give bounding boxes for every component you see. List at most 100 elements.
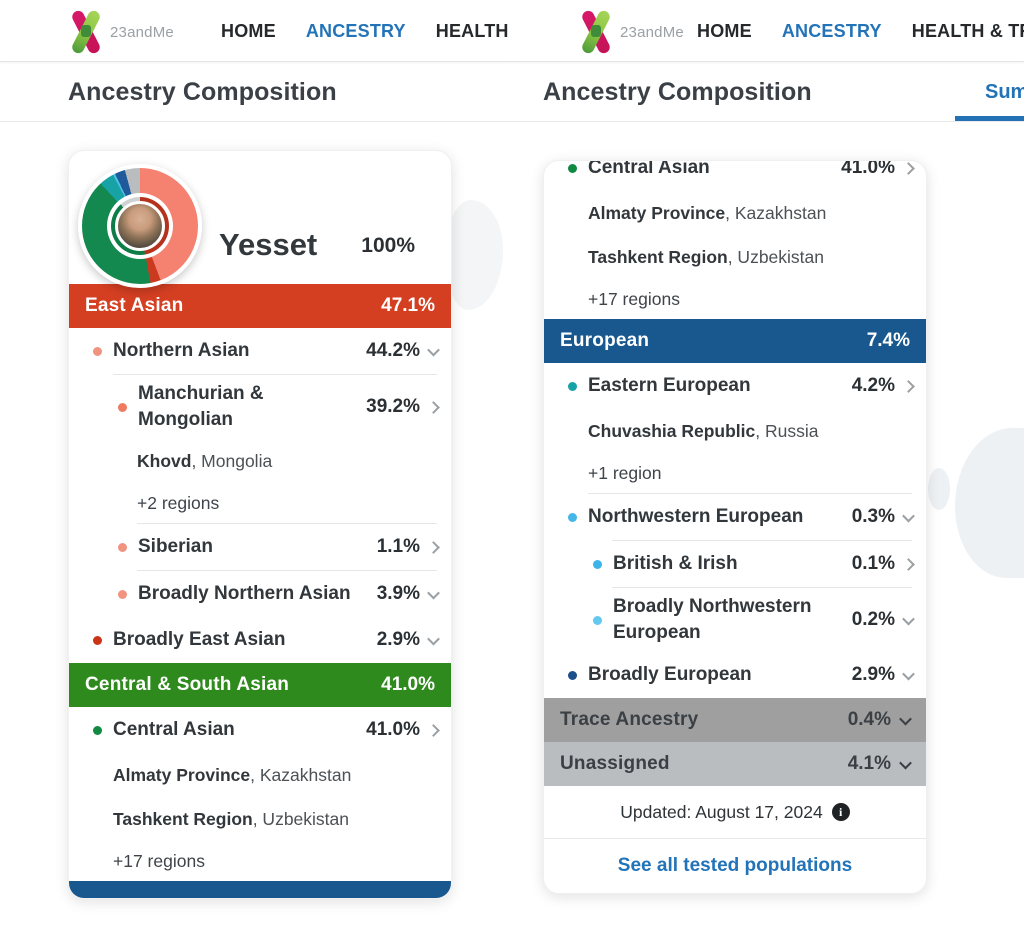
nav-item-ancestry[interactable]: ANCESTRY bbox=[305, 20, 406, 41]
brand-name: 23andMe bbox=[110, 23, 174, 41]
ancestry-card-left: Yesset 100% East Asian 47.1% Northern Asia… bbox=[68, 150, 452, 899]
row-siberian[interactable]: Siberian 1.1% bbox=[69, 524, 451, 570]
chevron-right-icon bbox=[902, 379, 915, 393]
chevron-right-icon bbox=[427, 540, 440, 554]
region-name: Tashkent Region bbox=[588, 246, 728, 267]
tab-summary[interactable]: Summary bbox=[985, 81, 1024, 103]
info-icon[interactable]: i bbox=[831, 803, 850, 821]
title-bar: Ancestry Composition Summary bbox=[512, 62, 1024, 122]
nav-item-health-traits[interactable]: HEALTH & TRAITS bbox=[911, 20, 1024, 41]
row-central-asian[interactable]: Central Asian 41.0% bbox=[69, 707, 451, 753]
banner-east-asian[interactable]: East Asian 47.1% bbox=[69, 284, 451, 328]
row-broadly-northern-asian[interactable]: Broadly Northern Asian 3.9% bbox=[69, 571, 451, 617]
tab-active-underline bbox=[955, 116, 1024, 121]
nav-item-home[interactable]: HOME bbox=[697, 20, 752, 41]
row-percent: 1.1% bbox=[376, 536, 420, 557]
chevron-down-icon bbox=[902, 612, 915, 625]
updated-row: Updated: August 17, 2024 i bbox=[544, 786, 926, 838]
nav-item-ancestry[interactable]: ANCESTRY bbox=[781, 20, 882, 41]
brand-name: 23andMe bbox=[620, 23, 684, 41]
banner-european[interactable]: European 7.4% bbox=[544, 319, 926, 363]
x-chromosome-logo-icon bbox=[574, 8, 618, 56]
row-divider bbox=[612, 587, 912, 588]
banner-label: Central & South Asian bbox=[85, 674, 290, 695]
chevron-down-icon bbox=[427, 586, 440, 599]
card-footer: Updated: August 17, 2024 i See all teste… bbox=[544, 786, 926, 893]
panel-left: 23andMe HOME ANCESTRY HEALTH & TRAITS Ance… bbox=[0, 0, 512, 899]
banner-percent: 7.4% bbox=[866, 330, 910, 351]
x-chromosome-logo-icon bbox=[64, 8, 108, 56]
more-regions: +1 region bbox=[588, 462, 662, 483]
app-header: 23andMe HOME ANCESTRY HEALTH & TRAITS bbox=[512, 0, 1024, 62]
map-background-shape bbox=[445, 200, 503, 310]
population-dot-icon bbox=[93, 635, 102, 645]
nav-item-health-traits[interactable]: HEALTH & TRAITS bbox=[435, 20, 512, 41]
row-label: Central Asian bbox=[113, 719, 235, 741]
banner-label: East Asian bbox=[85, 295, 184, 316]
region-line-chuvashia-republic: Chuvashia Republic, Russia bbox=[544, 409, 926, 453]
row-broadly-east-asian[interactable]: Broadly East Asian 2.9% bbox=[69, 617, 451, 663]
row-divider bbox=[113, 374, 437, 375]
chevron-right-icon bbox=[427, 400, 440, 414]
more-regions: +17 regions bbox=[588, 288, 680, 309]
region-country: , Mongolia bbox=[191, 450, 273, 471]
region-country: , Kazakhstan bbox=[725, 202, 827, 223]
region-name: Khovd bbox=[137, 450, 192, 471]
banner-percent: 0.4% bbox=[847, 709, 891, 730]
chevron-down-icon bbox=[902, 509, 915, 522]
page-title: Ancestry Composition bbox=[543, 78, 812, 106]
row-percent: 41.0% bbox=[366, 719, 420, 740]
population-dot-icon bbox=[593, 615, 602, 625]
row-manchurian-mongolian[interactable]: Manchurian & Mongolian 39.2% bbox=[69, 375, 451, 439]
banner-percent: 47.1% bbox=[381, 295, 435, 316]
row-percent: 44.2% bbox=[366, 340, 420, 361]
banner-percent: 4.1% bbox=[847, 753, 891, 774]
profile-total-percent: 100% bbox=[361, 234, 415, 257]
brand-logo[interactable]: 23andMe bbox=[64, 8, 174, 56]
row-divider bbox=[612, 540, 912, 541]
row-label: Northwestern European bbox=[588, 506, 804, 528]
banner-unassigned[interactable]: Unassigned 4.1% bbox=[544, 742, 926, 786]
map-background-shape bbox=[928, 468, 950, 510]
row-central-asian[interactable]: Central Asian 41.0% bbox=[544, 161, 926, 191]
row-label: Manchurian & Mongolian bbox=[138, 383, 264, 430]
row-broadly-european[interactable]: Broadly European 2.9% bbox=[544, 652, 926, 698]
row-label: Broadly Northwestern European bbox=[613, 596, 812, 643]
population-dot-icon bbox=[93, 725, 102, 735]
row-percent: 3.9% bbox=[376, 583, 420, 604]
map-background-shape bbox=[955, 428, 1024, 578]
ancestry-rows-left: East Asian 47.1% Northern Asian 44.2% Manchu… bbox=[69, 284, 451, 898]
brand-logo[interactable]: 23andMe bbox=[574, 8, 684, 56]
region-line-tashkent-region: Tashkent Region, Uzbekistan bbox=[544, 235, 926, 279]
row-label: Northern Asian bbox=[113, 340, 250, 362]
row-broadly-northwestern-european[interactable]: Broadly Northwestern European 0.2% bbox=[544, 588, 926, 652]
region-line-almaty-province: Almaty Province, Kazakhstan bbox=[544, 191, 926, 235]
banner-trace-ancestry[interactable]: Trace Ancestry 0.4% bbox=[544, 698, 926, 742]
row-british-irish[interactable]: British & Irish 0.1% bbox=[544, 541, 926, 587]
row-percent: 2.9% bbox=[851, 664, 895, 685]
row-label: Siberian bbox=[138, 536, 213, 558]
banner-label: European bbox=[560, 330, 650, 351]
row-label: Eastern European bbox=[588, 375, 751, 397]
row-percent: 39.2% bbox=[366, 396, 420, 417]
ancestry-card-right: Central Asian 41.0% Almaty Province, Kazak… bbox=[543, 160, 927, 894]
region-name: Chuvashia Republic bbox=[588, 420, 756, 441]
nav-item-home[interactable]: HOME bbox=[221, 20, 276, 41]
row-northwestern-european[interactable]: Northwestern European 0.3% bbox=[544, 494, 926, 540]
chevron-down-icon bbox=[899, 756, 912, 769]
region-name: Almaty Province bbox=[588, 202, 726, 223]
region-line-khovd: Khovd, Mongolia bbox=[69, 439, 451, 483]
profile-name: Yesset bbox=[219, 227, 318, 262]
row-label: British & Irish bbox=[613, 553, 738, 575]
population-dot-icon bbox=[593, 559, 602, 569]
banner-central-south-asian[interactable]: Central & South Asian 41.0% bbox=[69, 663, 451, 707]
row-eastern-european[interactable]: Eastern European 4.2% bbox=[544, 363, 926, 409]
app-header: 23andMe HOME ANCESTRY HEALTH & TRAITS bbox=[0, 0, 512, 62]
region-line-almaty-province: Almaty Province, Kazakhstan bbox=[69, 753, 451, 797]
see-all-populations-link[interactable]: See all tested populations bbox=[617, 855, 853, 876]
population-dot-icon bbox=[118, 402, 127, 412]
row-label: Broadly Northern Asian bbox=[138, 583, 351, 605]
updated-text: Updated: August 17, 2024 bbox=[620, 801, 823, 822]
region-country: , Kazakhstan bbox=[250, 764, 352, 785]
row-northern-asian[interactable]: Northern Asian 44.2% bbox=[69, 328, 451, 374]
